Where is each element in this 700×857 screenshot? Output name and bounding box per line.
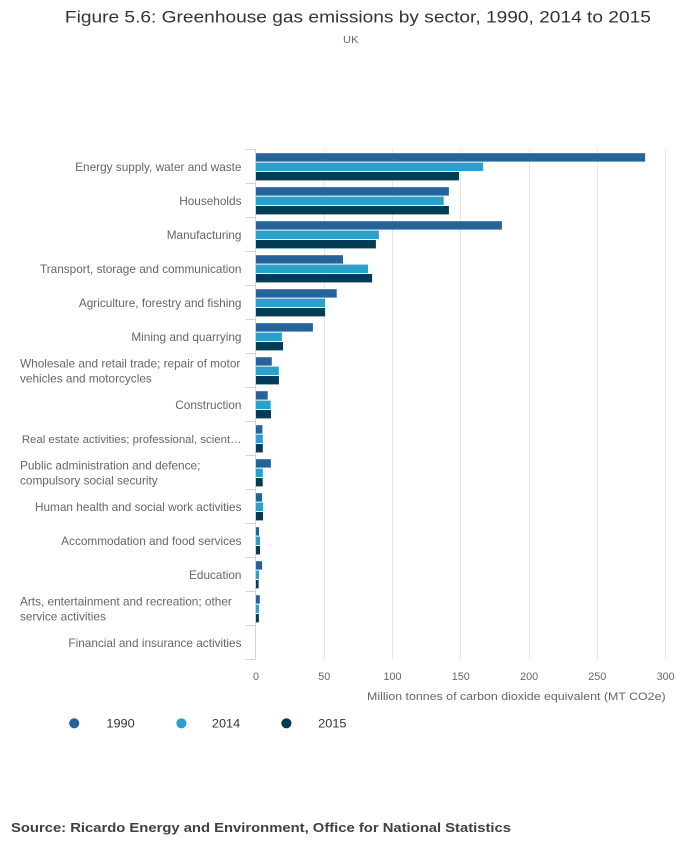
svg-text:UK: UK bbox=[343, 34, 359, 46]
svg-text:0: 0 bbox=[253, 671, 259, 683]
svg-text:2015: 2015 bbox=[318, 717, 347, 731]
svg-text:Source: Ricardo Energy and Env: Source: Ricardo Energy and Environment, … bbox=[11, 820, 511, 835]
svg-text:1990: 1990 bbox=[106, 717, 135, 731]
svg-text:150: 150 bbox=[452, 671, 470, 683]
svg-text:Households: Households bbox=[179, 194, 241, 208]
svg-text:Accommodation and food service: Accommodation and food services bbox=[61, 534, 241, 548]
svg-text:100: 100 bbox=[383, 671, 401, 683]
svg-text:Transport, storage and communi: Transport, storage and communication bbox=[40, 262, 242, 276]
svg-text:Financial and insurance activi: Financial and insurance activities bbox=[68, 636, 241, 650]
svg-text:50: 50 bbox=[318, 671, 330, 683]
svg-text:Public administration and defe: Public administration and defence; bbox=[20, 459, 200, 473]
svg-text:300: 300 bbox=[657, 671, 675, 683]
svg-text:Education: Education bbox=[189, 568, 241, 582]
svg-text:Million tonnes of carbon dioxi: Million tonnes of carbon dioxide equival… bbox=[367, 691, 666, 703]
svg-text:Figure 5.6: Greenhouse gas emi: Figure 5.6: Greenhouse gas emissions by … bbox=[65, 9, 651, 27]
svg-text:Human health and social work a: Human health and social work activities bbox=[35, 500, 242, 514]
svg-text:Arts, entertainment and recrea: Arts, entertainment and recreation; othe… bbox=[20, 595, 232, 609]
svg-text:250: 250 bbox=[588, 671, 606, 683]
svg-text:200: 200 bbox=[520, 671, 538, 683]
svg-text:Real estate activities; profes: Real estate activities; professional, sc… bbox=[22, 434, 242, 446]
svg-text:Agriculture, forestry and fish: Agriculture, forestry and fishing bbox=[79, 296, 242, 310]
svg-text:Energy supply, water and waste: Energy supply, water and waste bbox=[75, 160, 242, 174]
svg-text:Manufacturing: Manufacturing bbox=[167, 228, 242, 242]
svg-text:service activities: service activities bbox=[20, 610, 106, 624]
svg-text:Wholesale and retail trade; re: Wholesale and retail trade; repair of mo… bbox=[20, 357, 240, 371]
svg-text:compulsory social security: compulsory social security bbox=[20, 474, 158, 488]
svg-text:vehicles and motorcycles: vehicles and motorcycles bbox=[20, 372, 152, 386]
svg-text:Mining and quarrying: Mining and quarrying bbox=[131, 330, 241, 344]
svg-text:2014: 2014 bbox=[212, 717, 241, 731]
svg-text:Construction: Construction bbox=[175, 398, 241, 412]
